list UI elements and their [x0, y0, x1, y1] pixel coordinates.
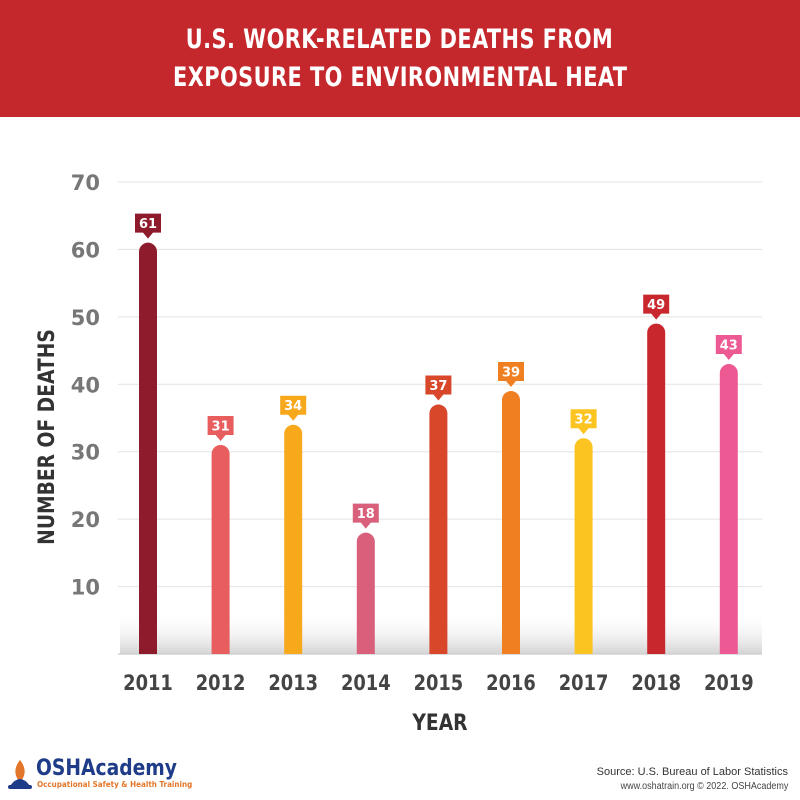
value-label: 34 [284, 399, 302, 414]
x-tick-label: 2014 [341, 671, 391, 696]
value-label: 39 [502, 366, 520, 381]
value-label-box [570, 409, 597, 435]
bar-group: 37 [425, 375, 452, 654]
value-label-box [135, 213, 161, 239]
bar-group: 39 [498, 362, 524, 654]
value-label-box [352, 503, 379, 529]
x-tick-label: 2016 [486, 671, 536, 696]
value-label: 37 [429, 379, 447, 394]
x-axis-ticks: 2011 2012 2013 2014 2015 2016 2017 2018 2019 [123, 671, 753, 696]
value-label: 49 [647, 298, 665, 313]
bar-group: 43 [715, 335, 742, 654]
bars: 61 31 34 18 37 39 32 49 43 [135, 213, 742, 654]
bar-group: 32 [570, 409, 597, 654]
value-label: 31 [212, 419, 230, 434]
bar [356, 532, 375, 654]
logo-tagline: Occupational Safety & Health Training [37, 780, 193, 789]
title-line-1: U.S. WORK-RELATED DEATHS FROM [186, 23, 614, 55]
bar [647, 323, 666, 654]
bar [139, 242, 157, 654]
bar-group: 34 [280, 395, 307, 654]
y-tick-label: 70 [71, 171, 100, 195]
value-label-box [207, 415, 234, 441]
bar [429, 404, 448, 654]
x-tick-label: 2012 [196, 671, 246, 696]
y-axis-title: NUMBER OF DEATHS [34, 329, 60, 545]
x-tick-label: 2013 [268, 671, 318, 696]
value-label-box [280, 395, 307, 421]
title-banner: U.S. WORK-RELATED DEATHS FROM EXPOSURE T… [0, 0, 800, 117]
y-tick-label: 10 [71, 576, 100, 600]
value-label-box [425, 375, 452, 401]
bar-group: 49 [643, 294, 670, 654]
bar-group: 31 [207, 415, 234, 654]
value-label: 43 [720, 339, 738, 354]
y-tick-label: 30 [71, 441, 100, 465]
bar [211, 444, 230, 654]
y-axis-ticks: 10 20 30 40 50 60 70 [71, 171, 100, 600]
hard-hat-icon [8, 760, 32, 789]
value-label: 18 [357, 507, 375, 522]
source-note: Source: U.S. Bureau of Labor Statistics [596, 766, 788, 778]
bar [284, 424, 303, 654]
y-tick-label: 20 [71, 508, 100, 532]
value-label-box [643, 294, 670, 320]
x-tick-label: 2018 [631, 671, 681, 696]
bar-group: 18 [352, 503, 379, 654]
y-tick-label: 40 [71, 373, 100, 397]
bar [719, 364, 738, 654]
y-tick-label: 60 [71, 238, 100, 262]
value-label: 61 [139, 217, 157, 232]
x-axis-title: YEAR [411, 710, 467, 736]
x-tick-label: 2011 [123, 671, 173, 696]
bar [502, 391, 520, 654]
bar-group: 61 [135, 213, 161, 654]
value-label-box [498, 362, 524, 388]
x-tick-label: 2015 [414, 671, 464, 696]
y-tick-label: 50 [71, 306, 100, 330]
logo-wordmark: OSHAcademy [36, 756, 177, 781]
x-tick-label: 2017 [559, 671, 609, 696]
value-label: 32 [575, 413, 593, 428]
credit-note: www.oshatrain.org © 2022. OSHAcademy [620, 781, 788, 792]
x-tick-label: 2019 [704, 671, 754, 696]
title-line-2: EXPOSURE TO ENVIRONMENTAL HEAT [172, 61, 628, 93]
value-label-box [715, 335, 742, 361]
bar [574, 438, 593, 654]
oshacademy-logo: OSHAcademy Occupational Safety & Health … [6, 752, 236, 796]
